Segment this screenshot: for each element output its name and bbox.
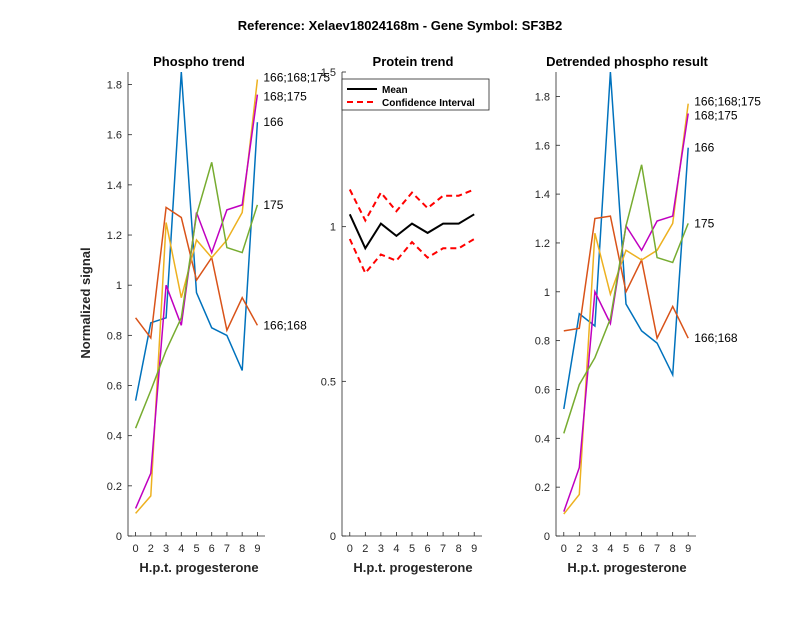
panel-detrended-phospho: Detrended phospho result H.p.t. progeste…: [535, 54, 762, 575]
y-tick-label: 1.6: [107, 130, 122, 142]
y-tick-label: 0.8: [107, 330, 122, 342]
protein-trend-legend: Mean Confidence Interval: [341, 78, 490, 111]
protein-trend-xlabel: H.p.t. progesterone: [353, 560, 472, 575]
x-tick-label: 9: [685, 543, 691, 555]
y-tick-label: 0: [544, 531, 550, 543]
series-line-166: [134, 71, 259, 401]
series-end-label: 166;168: [263, 318, 307, 332]
x-tick-label: 3: [378, 543, 384, 555]
x-tick-label: 3: [592, 543, 598, 555]
y-tick-label: 1.8: [107, 80, 122, 92]
series-line-166: [563, 71, 689, 410]
x-tick-label: 7: [440, 543, 446, 555]
series-line-175: [134, 162, 259, 429]
x-tick-label: 0: [133, 543, 139, 555]
detrended-title: Detrended phospho result: [546, 54, 708, 69]
y-tick-label: 0.4: [107, 431, 122, 443]
series-line-confidence-interval-lower: [348, 238, 475, 275]
y-tick-label: 0: [330, 531, 336, 543]
x-tick-label: 5: [623, 543, 629, 555]
series-end-label: 166;168: [694, 331, 738, 345]
detrended-xlabel: H.p.t. progesterone: [567, 560, 686, 575]
x-tick-label: 6: [424, 543, 430, 555]
x-tick-label: 8: [670, 543, 676, 555]
detrended-plot-area: 00.20.40.60.811.21.41.61.80 2 3 4 5 6 7 8 916616…: [535, 71, 761, 555]
x-tick-label: 0: [561, 543, 567, 555]
y-tick-label: 0.6: [535, 384, 550, 396]
x-tick-label: 5: [409, 543, 415, 555]
y-tick-label: 0.6: [107, 381, 122, 393]
x-tick-label: 7: [654, 543, 660, 555]
panel-protein-trend: Protein trend H.p.t. progesterone 0 0.5 1 1…: [321, 54, 490, 575]
x-tick-label: 4: [393, 543, 399, 555]
y-tick-label: 1.8: [535, 91, 550, 103]
y-tick-label: 1.6: [535, 140, 550, 152]
y-tick-label: 0.4: [535, 433, 550, 445]
x-tick-label: 2: [362, 543, 368, 555]
x-tick-label: 4: [178, 543, 184, 555]
series-line-166-168-175: [135, 79, 259, 514]
series-line-166-168: [563, 215, 689, 341]
series-line-confidence-interval-upper: [348, 188, 475, 223]
x-tick-label: 7: [224, 543, 230, 555]
y-tick-label: 0.2: [535, 482, 550, 494]
y-tick-label: 1.2: [535, 238, 550, 250]
y-tick-label: 1.2: [107, 230, 122, 242]
phospho-trend-title: Phospho trend: [153, 54, 245, 69]
panel-phospho-trend: Phospho trend Normalized signal H.p.t. p…: [78, 54, 330, 575]
series-end-label: 166;168;175: [694, 95, 761, 109]
y-tick-label: 1: [330, 222, 336, 234]
legend-ci-label: Confidence Interval: [382, 98, 475, 109]
y-tick-label: 1.4: [535, 189, 550, 201]
x-tick-label: 6: [638, 543, 644, 555]
series-end-label: 175: [694, 216, 714, 230]
x-tick-label: 8: [456, 543, 462, 555]
x-tick-label: 3: [163, 543, 169, 555]
x-tick-label: 8: [239, 543, 245, 555]
phospho-trend-ylabel: Normalized signal: [78, 247, 93, 358]
y-tick-label: 0.5: [321, 376, 336, 388]
series-end-label: 166;168;175: [263, 71, 330, 85]
series-end-label: 166: [263, 115, 283, 129]
y-tick-label: 1.5: [321, 67, 336, 79]
series-line-175: [563, 164, 689, 434]
x-tick-label: 6: [209, 543, 215, 555]
series-end-label: 168;175: [694, 109, 738, 123]
series-line-mean: [348, 213, 475, 251]
protein-trend-plot-area: 00.511.50 2 3 4 5 6 7 8 9: [321, 67, 482, 555]
y-tick-label: 1: [116, 280, 122, 292]
y-tick-label: 1: [544, 287, 550, 299]
series-line-166-168: [135, 206, 259, 340]
x-tick-label: 4: [607, 543, 613, 555]
x-tick-label: 9: [471, 543, 477, 555]
x-tick-label: 9: [254, 543, 260, 555]
x-tick-label: 2: [148, 543, 154, 555]
y-tick-label: 0: [116, 531, 122, 543]
y-tick-label: 1.4: [107, 180, 122, 192]
legend-mean-label: Mean: [382, 85, 408, 96]
x-tick-label: 2: [576, 543, 582, 555]
x-tick-label: 5: [193, 543, 199, 555]
y-tick-label: 0.8: [535, 336, 550, 348]
series-end-label: 168;175: [263, 90, 307, 104]
protein-trend-title: Protein trend: [373, 54, 454, 69]
legend-box: [341, 78, 490, 111]
phospho-trend-xlabel: H.p.t. progesterone: [139, 560, 258, 575]
series-end-label: 166: [694, 141, 714, 155]
x-tick-label: 0: [347, 543, 353, 555]
series-end-label: 175: [263, 198, 283, 212]
phospho-trend-plot-area: 00.20.40.60.811.21.41.61.80 2 3 4 5 6 7 8 916616…: [107, 71, 331, 555]
figure-suptitle: Reference: Xelaev18024168m - Gene Symbol…: [238, 18, 562, 33]
y-tick-label: 0.2: [107, 481, 122, 493]
